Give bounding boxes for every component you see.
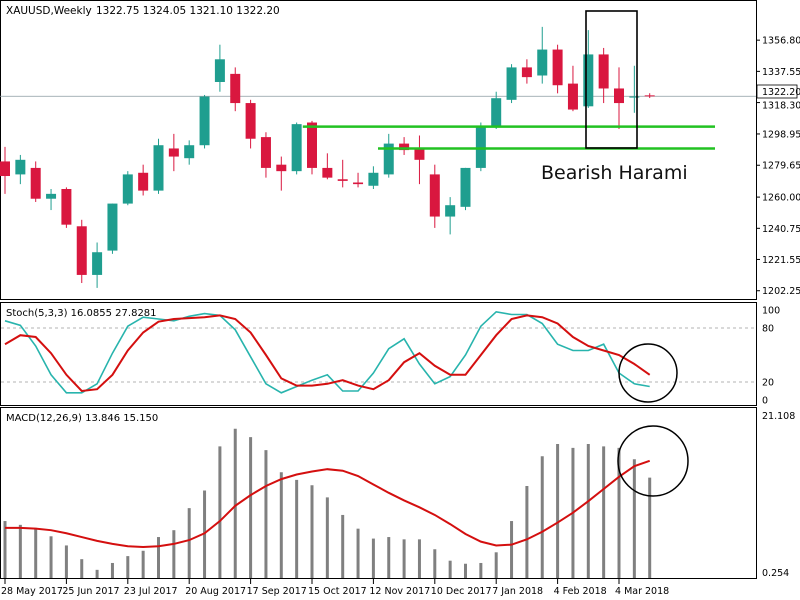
candle-body: [583, 54, 594, 107]
time-axis-label: 25 Jun 2017: [62, 586, 119, 597]
candle-body: [138, 172, 149, 191]
price-panel-frame: [0, 0, 757, 300]
candle-body: [0, 161, 10, 177]
candle-body: [552, 49, 563, 86]
candle-body: [414, 148, 425, 160]
time-axis-label: 15 Oct 2017: [308, 586, 367, 597]
candle-body: [153, 145, 164, 191]
candle-body: [475, 125, 486, 168]
candle-body: [15, 159, 26, 175]
candle-body: [506, 67, 517, 100]
macd-axis-label: 0.254: [762, 568, 789, 579]
stoch-axis-label: 20: [762, 378, 774, 389]
candle-body: [445, 205, 456, 217]
candle-body: [537, 49, 548, 76]
candle-body: [307, 122, 317, 168]
time-axis-label: 4 Mar 2018: [615, 586, 669, 597]
macd-label: MACD(12,26,9) 13.846 15.150: [6, 413, 158, 424]
candle-body: [322, 167, 333, 178]
candle-body: [521, 67, 532, 78]
candle-body: [46, 193, 57, 199]
macd-highlight-circle: [617, 425, 689, 497]
candle-body: [399, 143, 410, 151]
price-axis-label: 1356.80: [762, 36, 800, 47]
stoch-axis-label: 0: [762, 396, 768, 407]
current-price-tag: [756, 84, 798, 99]
price-axis-label: 1202.25: [762, 286, 800, 297]
stoch-main-line: [4, 310, 650, 394]
candle-body: [276, 164, 287, 172]
candle-body: [567, 83, 578, 110]
candle-body: [460, 167, 471, 207]
price-axis-label: 1279.65: [762, 161, 800, 172]
price-axis-label: 1240.75: [762, 224, 800, 235]
macd-signal-line: [5, 459, 651, 548]
axes: 1356.80 1337.55 1318.30 1298.95 1279.65 1260.…: [1, 36, 800, 597]
macd-axis-label: 21.108: [762, 411, 795, 422]
ohlc-header: 1322.75 1324.05 1321.10 1322.20: [96, 5, 280, 17]
time-axis-label: 28 May 2017: [1, 586, 63, 597]
macd-panel-frame: [0, 407, 757, 579]
candle-body: [230, 73, 241, 104]
pattern-annotation: Bearish Harami: [541, 162, 688, 184]
harami-highlight-box: [585, 10, 638, 149]
time-axis-label: 20 Aug 2017: [185, 586, 246, 597]
price-axis-label: 1337.55: [762, 67, 800, 78]
stoch-signal-line: [4, 314, 651, 393]
time-axis-label: 12 Nov 2017: [369, 586, 430, 597]
candle-body: [291, 124, 302, 172]
price-axis-label: 1260.00: [762, 193, 800, 204]
time-axis-label: 7 Jan 2018: [492, 586, 543, 597]
candle-body: [337, 179, 348, 181]
time-axis-label: 10 Dec 2017: [431, 586, 492, 597]
current-price-value: 1322.20: [762, 87, 800, 98]
candle-body: [491, 98, 502, 126]
candle-body: [76, 226, 87, 275]
stoch-highlight-circle: [618, 343, 678, 403]
price-axis-label: 1318.30: [762, 101, 800, 112]
price-panel: [0, 26, 756, 288]
price-axis-label: 1221.55: [762, 255, 800, 266]
candle-body: [368, 172, 379, 186]
stoch-axis-label: 80: [762, 324, 774, 335]
candle-body: [353, 182, 364, 185]
price-axis-label: 1298.95: [762, 129, 800, 140]
candle-body: [199, 96, 210, 146]
stoch-panel: [1, 310, 756, 394]
candle-body: [644, 95, 655, 97]
candle-body: [629, 96, 640, 98]
stoch-axis-label: 100: [762, 306, 780, 317]
candle-body: [107, 203, 118, 251]
candle-body: [61, 188, 72, 225]
candle-body: [429, 174, 440, 217]
time-axis-label: 4 Feb 2018: [554, 586, 607, 597]
candle-body: [214, 59, 225, 82]
candle-body: [30, 167, 41, 199]
candle-body: [383, 143, 394, 175]
time-axis-label: 17 Sep 2017: [247, 586, 307, 597]
candle-body: [260, 137, 271, 168]
candle-body: [245, 103, 256, 139]
stoch-label: Stoch(5,3,3) 16.0855 27.8281: [6, 308, 157, 319]
candle-body: [168, 148, 179, 157]
time-axis-label: 23 Jul 2017: [124, 586, 178, 597]
symbol-label: XAUUSD,Weekly: [6, 5, 92, 17]
candle-body: [598, 54, 609, 89]
candle-body: [92, 252, 103, 275]
stoch-panel-frame: [0, 302, 757, 406]
candle-body: [122, 174, 133, 204]
candle-body: [184, 145, 195, 159]
candle-body: [614, 88, 624, 104]
